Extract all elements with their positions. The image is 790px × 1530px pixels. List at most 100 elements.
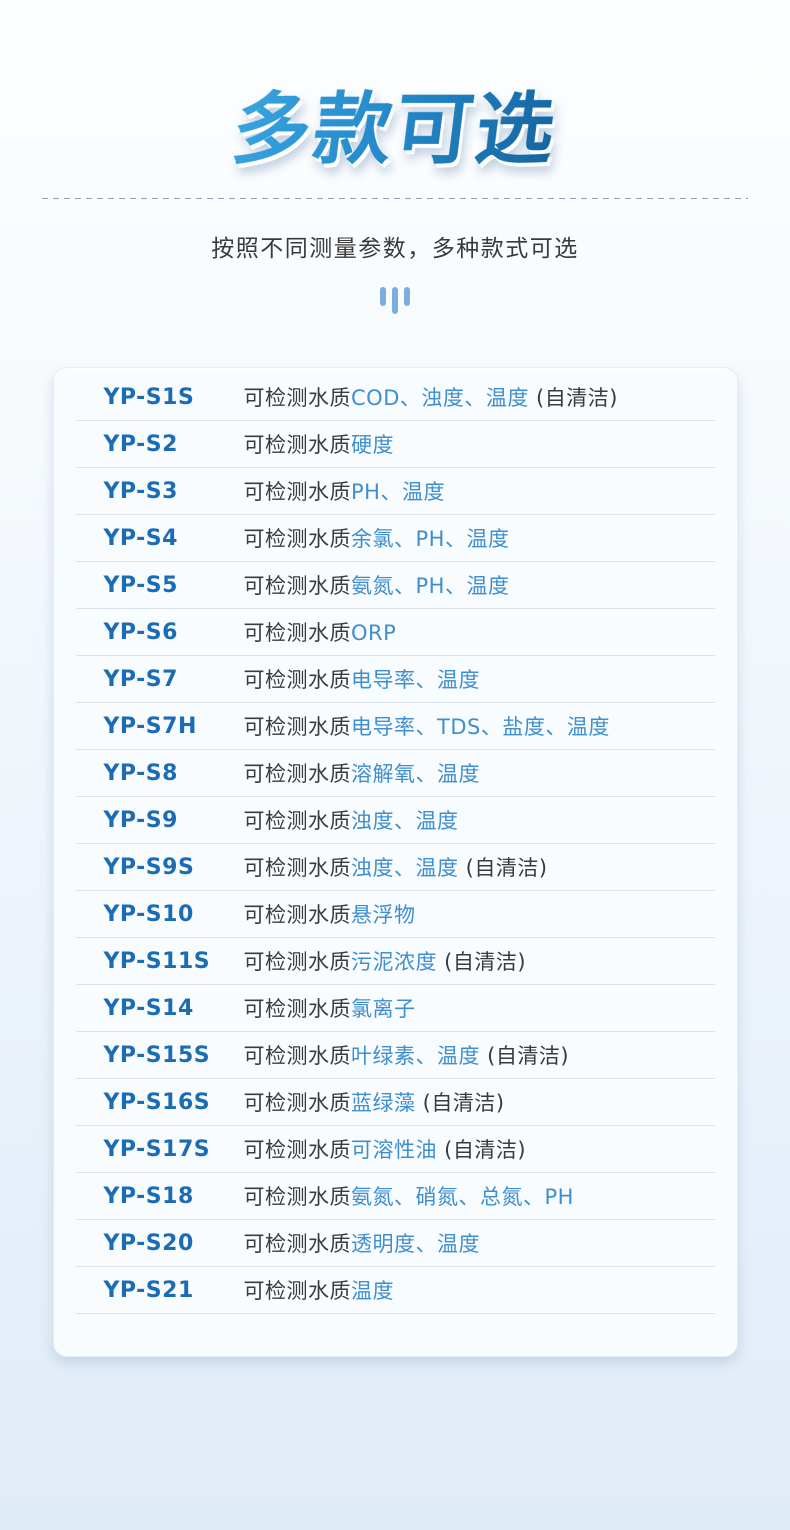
- model-name: YP-S17S: [103, 1136, 211, 1162]
- desc-prefix: 可检测水质: [243, 621, 351, 646]
- model-description: 可检测水质电导率、TDS、盐度、温度: [244, 711, 610, 741]
- bar-middle: [392, 287, 398, 315]
- desc-params: 硬度: [351, 433, 394, 458]
- table-row: YP-S14 可检测水质氯离子: [75, 985, 715, 1033]
- bar-right: [404, 287, 410, 307]
- desc-prefix: 可检测水质: [243, 715, 351, 740]
- desc-params: 悬浮物: [351, 903, 416, 928]
- model-description: 可检测水质温度: [244, 1275, 395, 1305]
- desc-suffix: (自清洁): [415, 1091, 505, 1116]
- triple-bars-icon: [0, 287, 790, 315]
- desc-suffix: (自清洁): [458, 856, 548, 881]
- table-row: YP-S7H 可检测水质电导率、TDS、盐度、温度: [75, 703, 715, 751]
- desc-prefix: 可检测水质: [243, 1091, 351, 1116]
- model-list: YP-S1S 可检测水质COD、浊度、温度 (自清洁) YP-S2 可检测水质硬…: [75, 374, 715, 1315]
- desc-params: 氨氮、硝氮、总氮、PH: [351, 1185, 574, 1210]
- table-row: YP-S3 可检测水质PH、温度: [75, 468, 715, 516]
- desc-prefix: 可检测水质: [243, 574, 351, 599]
- model-name: YP-S3: [103, 478, 178, 504]
- desc-suffix: (自清洁): [437, 1138, 527, 1163]
- desc-prefix: 可检测水质: [243, 997, 351, 1022]
- table-row: YP-S21 可检测水质温度: [75, 1267, 715, 1315]
- model-description: 可检测水质COD、浊度、温度 (自清洁): [244, 382, 618, 412]
- desc-prefix: 可检测水质: [243, 762, 351, 787]
- model-name: YP-S9S: [103, 854, 195, 880]
- model-description: 可检测水质浊度、温度: [244, 805, 459, 835]
- desc-params: 透明度、温度: [351, 1232, 480, 1257]
- desc-prefix: 可检测水质: [243, 386, 351, 411]
- desc-prefix: 可检测水质: [243, 809, 351, 834]
- model-name: YP-S11S: [103, 948, 211, 974]
- model-description: 可检测水质悬浮物: [244, 899, 416, 929]
- desc-params: 溶解氧、温度: [351, 762, 480, 787]
- desc-suffix: (自清洁): [528, 386, 618, 411]
- model-description: 可检测水质浊度、温度 (自清洁): [244, 852, 548, 882]
- model-description: 可检测水质透明度、温度: [244, 1228, 481, 1258]
- desc-suffix: (自清洁): [437, 950, 527, 975]
- desc-params: 叶绿素、温度: [351, 1044, 480, 1069]
- desc-prefix: 可检测水质: [243, 1138, 351, 1163]
- table-row: YP-S9S 可检测水质浊度、温度 (自清洁): [75, 844, 715, 892]
- model-description: 可检测水质可溶性油 (自清洁): [244, 1134, 527, 1164]
- model-name: YP-S5: [103, 572, 178, 598]
- model-name: YP-S9: [103, 807, 178, 833]
- model-description: 可检测水质污泥浓度 (自清洁): [244, 946, 527, 976]
- desc-params: 浊度、温度: [351, 809, 459, 834]
- model-name: YP-S15S: [103, 1042, 211, 1068]
- table-row: YP-S16S 可检测水质蓝绿藻 (自清洁): [75, 1079, 715, 1127]
- desc-prefix: 可检测水质: [243, 480, 351, 505]
- page-subtitle: 按照不同测量参数，多种款式可选: [211, 236, 579, 263]
- desc-prefix: 可检测水质: [243, 856, 351, 881]
- table-row: YP-S2 可检测水质硬度: [75, 421, 715, 469]
- model-name: YP-S2: [103, 431, 178, 457]
- desc-params: 温度: [351, 1279, 394, 1304]
- desc-prefix: 可检测水质: [243, 668, 351, 693]
- table-row: YP-S10 可检测水质悬浮物: [75, 891, 715, 939]
- header: 多款可选 按照不同测量参数，多种款式可选: [0, 0, 790, 315]
- desc-params: 污泥浓度: [351, 950, 437, 975]
- table-row: YP-S17S 可检测水质可溶性油 (自清洁): [75, 1126, 715, 1174]
- desc-params: ORP: [351, 621, 397, 646]
- table-row: YP-S20 可检测水质透明度、温度: [75, 1220, 715, 1268]
- table-row: YP-S18 可检测水质氨氮、硝氮、总氮、PH: [75, 1173, 715, 1221]
- desc-prefix: 可检测水质: [243, 1232, 351, 1257]
- model-name: YP-S8: [103, 760, 178, 786]
- desc-params: 可溶性油: [351, 1138, 437, 1163]
- table-row: YP-S11S 可检测水质污泥浓度 (自清洁): [75, 938, 715, 986]
- desc-params: 浊度、温度: [351, 856, 459, 881]
- model-description: 可检测水质电导率、温度: [244, 664, 481, 694]
- desc-params: 氨氮、PH、温度: [351, 574, 510, 599]
- desc-prefix: 可检测水质: [243, 1044, 351, 1069]
- table-row: YP-S7 可检测水质电导率、温度: [75, 656, 715, 704]
- desc-prefix: 可检测水质: [243, 1279, 351, 1304]
- model-name: YP-S4: [103, 525, 178, 551]
- model-description: 可检测水质余氯、PH、温度: [244, 523, 510, 553]
- model-description: 可检测水质氨氮、PH、温度: [244, 570, 510, 600]
- table-row: YP-S4 可检测水质余氯、PH、温度: [75, 515, 715, 563]
- table-row: YP-S8 可检测水质溶解氧、温度: [75, 750, 715, 798]
- model-name: YP-S20: [103, 1230, 194, 1256]
- desc-suffix: (自清洁): [480, 1044, 570, 1069]
- model-name: YP-S16S: [103, 1089, 211, 1115]
- desc-prefix: 可检测水质: [243, 950, 351, 975]
- model-name: YP-S14: [103, 995, 194, 1021]
- table-row: YP-S15S 可检测水质叶绿素、温度 (自清洁): [75, 1032, 715, 1080]
- model-name: YP-S7H: [103, 713, 197, 739]
- page-title: 多款可选: [227, 84, 563, 175]
- desc-params: 氯离子: [351, 997, 416, 1022]
- desc-prefix: 可检测水质: [243, 1185, 351, 1210]
- model-name: YP-S18: [103, 1183, 194, 1209]
- desc-params: PH、温度: [351, 480, 445, 505]
- desc-prefix: 可检测水质: [243, 903, 351, 928]
- table-row: YP-S9 可检测水质浊度、温度: [75, 797, 715, 845]
- desc-prefix: 可检测水质: [243, 433, 351, 458]
- model-description: 可检测水质ORP: [244, 617, 397, 647]
- model-description: 可检测水质氯离子: [244, 993, 416, 1023]
- model-description: 可检测水质溶解氧、温度: [244, 758, 481, 788]
- desc-params: 电导率、TDS、盐度、温度: [351, 715, 610, 740]
- desc-params: COD、浊度、温度: [351, 386, 529, 411]
- model-name: YP-S1S: [103, 384, 195, 410]
- model-name: YP-S7: [103, 666, 178, 692]
- model-name: YP-S21: [103, 1277, 194, 1303]
- model-description: 可检测水质PH、温度: [244, 476, 445, 506]
